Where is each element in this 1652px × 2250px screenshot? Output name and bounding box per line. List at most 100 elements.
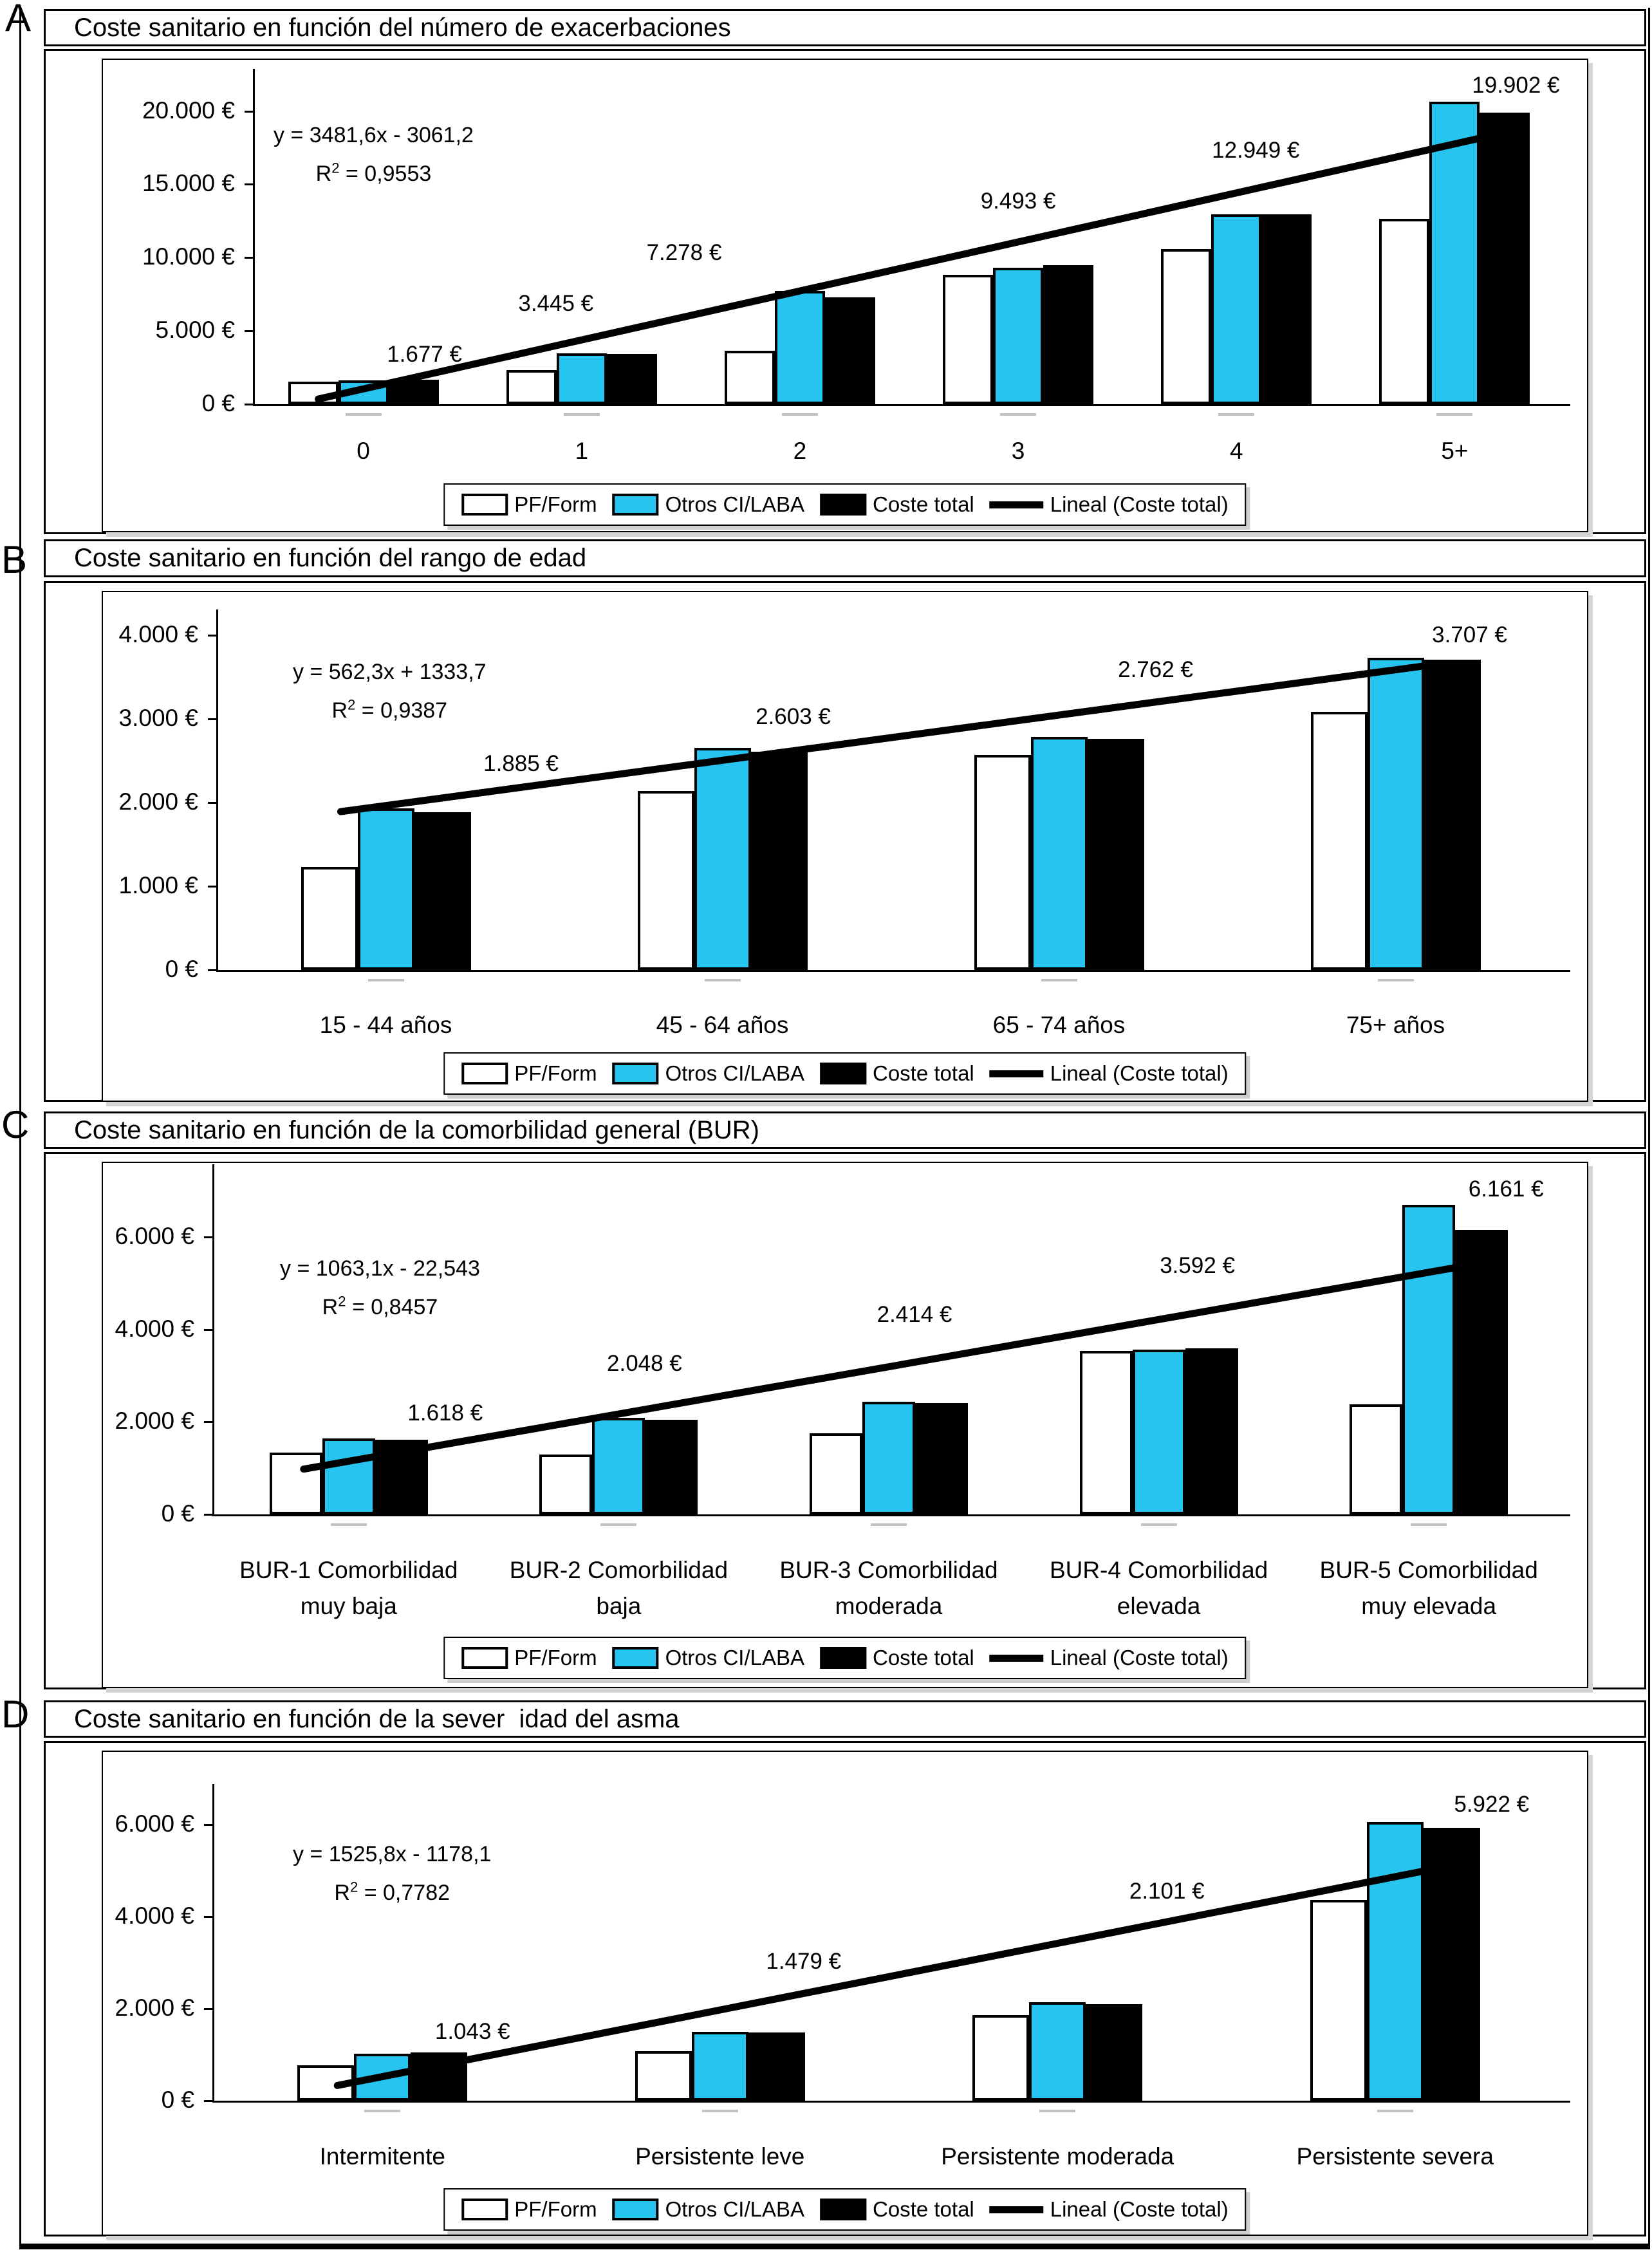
y-tick-label: 20.000 € (142, 97, 235, 124)
panel-body-c: 0 € 2.000 € 4.000 € 6.000 € 1.618 € 2.048 € 2.… (44, 1152, 1646, 1689)
panel-title-bar-b: Coste sanitario en función del rango de … (44, 539, 1646, 577)
legend-swatch-line (989, 2206, 1044, 2213)
bar-cyan (993, 267, 1044, 404)
bar-black (1261, 214, 1312, 404)
category-mark (701, 2110, 738, 2112)
bar-white (506, 370, 557, 404)
bar-black (1423, 1828, 1480, 2101)
y-axis-line (212, 1784, 214, 2101)
y-axis-tick (204, 1236, 213, 1239)
y-tick-label: 5.000 € (155, 317, 235, 344)
panel-letter-a: A (5, 0, 32, 39)
bar-black (915, 1402, 968, 1514)
point-label: 1.885 € (483, 751, 559, 777)
trend-line (337, 662, 1428, 815)
y-axis-tick (245, 257, 254, 259)
y-tick-label: 4.000 € (115, 1902, 194, 1929)
bar-white (269, 1452, 322, 1514)
legend-label: PF/Form (514, 1061, 597, 1085)
panel-body-b: 0 € 1.000 € 2.000 € 3.000 € 4.000 € 1.885 € 2.… (44, 581, 1646, 1102)
category-mark (1436, 413, 1473, 416)
legend-item: PF/Form (461, 1646, 597, 1670)
legend-item: Otros CI/LABA (612, 1646, 804, 1670)
legend-swatch-black (820, 1063, 866, 1084)
x-tick-label: 2 (793, 438, 807, 464)
y-tick-label: 0 € (161, 2087, 194, 2113)
panel-title: Coste sanitario en función del rango de … (74, 544, 587, 572)
legend-box: PF/Form Otros CI/LABA Coste total Lineal (C… (443, 483, 1247, 526)
bar-white (943, 274, 994, 404)
bar-black (414, 812, 471, 970)
legend-swatch-cyan (612, 1647, 659, 1669)
x-axis-line (216, 970, 1570, 972)
bar-white (1379, 219, 1430, 404)
x-tick-label: Intermitente (319, 2143, 445, 2170)
point-label: 3.592 € (1160, 1252, 1235, 1278)
y-tick-label: 2.000 € (115, 1408, 194, 1435)
bar-white (972, 2014, 1030, 2101)
bar-black (1455, 1229, 1508, 1514)
point-label: 9.493 € (980, 189, 1056, 214)
category-mark (1041, 979, 1077, 981)
point-label: 1.677 € (387, 342, 462, 367)
bar-black (1086, 2004, 1143, 2101)
x-tick-label: 75+ años (1346, 1012, 1445, 1038)
bar-white (1350, 1404, 1403, 1514)
legend-label: Coste total (873, 1646, 974, 1669)
legend-item: Otros CI/LABA (612, 1061, 804, 1086)
bar-black (750, 752, 808, 970)
category-mark (1218, 413, 1255, 416)
bar-white (1310, 712, 1368, 970)
point-label: 2.048 € (607, 1351, 682, 1377)
x-tick-label: 0 (357, 438, 370, 464)
legend-label: Lineal (Coste total) (1050, 492, 1229, 516)
chart-frame-b: 0 € 1.000 € 2.000 € 3.000 € 4.000 € 1.885 € 2.… (102, 591, 1588, 1102)
y-axis-line (216, 609, 218, 970)
bar-black (606, 353, 657, 404)
y-tick-label: 0 € (161, 1500, 194, 1527)
bar-black (411, 2052, 468, 2101)
legend-label: Lineal (Coste total) (1050, 2197, 1229, 2221)
legend-swatch-white (461, 1647, 508, 1669)
legend-label: Coste total (873, 492, 974, 516)
x-tick-label: 15 - 44 años (319, 1012, 452, 1038)
point-label: 2.414 € (877, 1302, 952, 1328)
y-axis-tick (204, 2100, 213, 2102)
panel-title: Coste sanitario en función de la comorbi… (74, 1115, 759, 1144)
y-axis-tick (204, 1514, 213, 1516)
point-label: 12.949 € (1212, 138, 1300, 163)
bar-cyan (592, 1417, 645, 1514)
r-squared-line: R2 = 0,9387 (331, 696, 448, 723)
point-label: 6.161 € (1468, 1176, 1544, 1202)
bar-white (724, 350, 775, 404)
y-tick-label: 15.000 € (142, 170, 235, 197)
y-tick-label: 2.000 € (118, 788, 198, 815)
y-axis-tick (204, 1421, 213, 1424)
bar-cyan (774, 290, 825, 404)
y-axis-tick (245, 110, 254, 113)
panel-letter-b: B (1, 538, 28, 581)
panel-letter-c: C (1, 1103, 30, 1146)
legend-item: Coste total (820, 2197, 974, 2222)
r-squared-line: R2 = 0,8457 (322, 1293, 438, 1319)
category-mark (1140, 1523, 1177, 1526)
bar-black (645, 1419, 698, 1514)
panel-title-bar-a: Coste sanitario en función del número de… (44, 9, 1646, 46)
legend-swatch-line (989, 1070, 1044, 1077)
y-axis-tick (208, 634, 217, 637)
y-axis-tick (208, 718, 217, 720)
point-label: 1.043 € (434, 2018, 510, 2044)
category-mark (330, 1523, 367, 1526)
legend-swatch-white (461, 494, 508, 516)
y-axis-tick (204, 1328, 213, 1331)
trend-line (300, 1263, 1462, 1473)
y-tick-label: 4.000 € (115, 1315, 194, 1342)
y-axis-tick (204, 2007, 213, 2010)
point-label: 1.479 € (766, 1948, 842, 1974)
y-tick-label: 3.000 € (118, 704, 198, 731)
legend-item: Lineal (Coste total) (989, 1061, 1229, 1086)
y-tick-label: 0 € (201, 390, 235, 416)
bar-cyan (1366, 1822, 1424, 2101)
y-axis-tick (245, 404, 254, 405)
